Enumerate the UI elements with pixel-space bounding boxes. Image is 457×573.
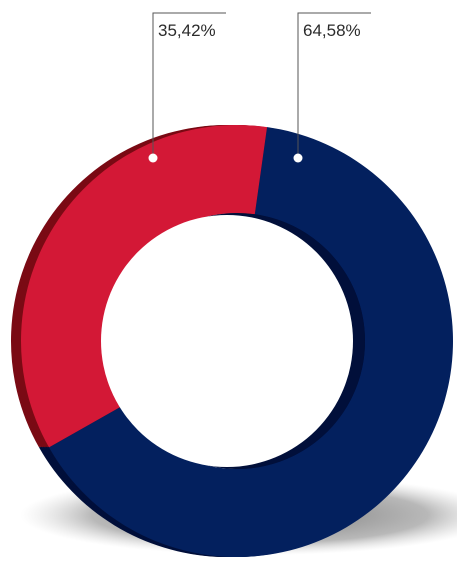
leader-line-blue bbox=[297, 12, 371, 158]
leader-lines bbox=[152, 12, 371, 158]
slice-blue bbox=[49, 127, 454, 557]
slice-red bbox=[21, 125, 268, 448]
data-label-blue: 64,58% bbox=[303, 21, 361, 40]
data-label-red: 35,42% bbox=[158, 21, 216, 40]
inner-hole bbox=[101, 215, 353, 467]
leader-dot-red bbox=[148, 153, 158, 163]
leader-line-red bbox=[152, 12, 226, 158]
leader-dot-blue bbox=[293, 153, 303, 163]
donut-slices bbox=[21, 125, 454, 557]
